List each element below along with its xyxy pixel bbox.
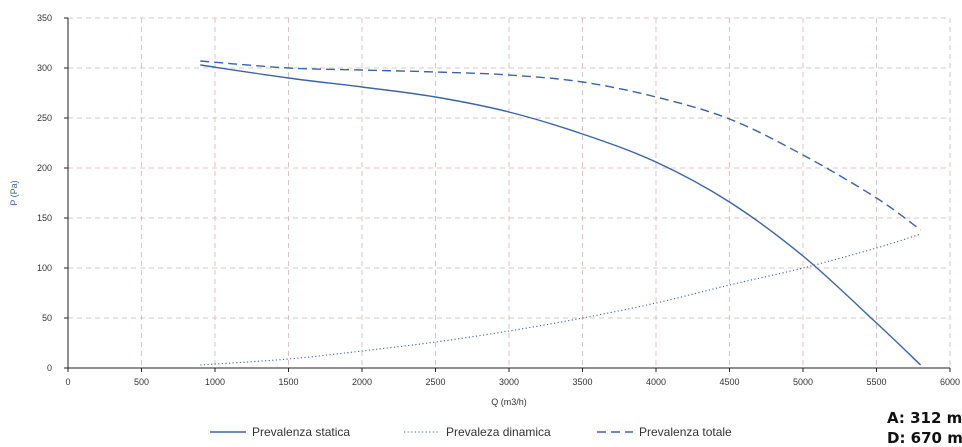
x-axis-title: Q (m3/h) <box>491 397 527 407</box>
x-tick-label: 2000 <box>352 377 372 387</box>
legend-label-0: Prevalenza statica <box>252 425 350 439</box>
series-line-2 <box>200 60 922 231</box>
corner-note-a: A: 312 m <box>887 409 962 427</box>
series-lines <box>200 60 922 366</box>
y-tick-label: 200 <box>37 163 52 173</box>
x-tick-label: 5000 <box>793 377 813 387</box>
x-tick-label: 1000 <box>205 377 225 387</box>
x-tick-label: 1500 <box>278 377 298 387</box>
corner-note-d: D: 670 m <box>887 429 962 447</box>
y-tick-label: 150 <box>37 213 52 223</box>
y-tick-label: 350 <box>37 13 52 23</box>
y-tick-label: 250 <box>37 113 52 123</box>
x-tick-label: 3500 <box>572 377 592 387</box>
y-tick-label: 50 <box>42 313 52 323</box>
x-tick-label: 3000 <box>499 377 519 387</box>
x-tick-labels: 0 500 1000 1500 2000 2500 3000 3500 4000 4500 5000… <box>65 377 960 387</box>
axes <box>64 17 951 372</box>
y-tick-label: 100 <box>37 263 52 273</box>
x-tick-label: 4500 <box>719 377 739 387</box>
x-tick-label: 500 <box>134 377 149 387</box>
y-tick-label: 300 <box>37 63 52 73</box>
x-tick-label: 0 <box>65 377 70 387</box>
series-line-0 <box>200 64 922 366</box>
x-tick-label: 6000 <box>940 377 960 387</box>
x-tick-label: 5500 <box>866 377 886 387</box>
y-axis-title: P (Pa) <box>9 180 19 205</box>
legend-label-1: Prevaleza dinamica <box>446 425 551 439</box>
legend-label-2: Prevalenza totale <box>639 425 732 439</box>
legend: Prevalenza statica Prevaleza dinamica Prev… <box>210 425 732 439</box>
x-tick-label: 2500 <box>425 377 445 387</box>
grid <box>68 17 951 368</box>
series-line-1 <box>200 233 921 366</box>
x-tick-label: 4000 <box>646 377 666 387</box>
y-tick-label: 0 <box>47 363 52 373</box>
y-tick-labels: 0 50 100 150 200 250 300 350 <box>37 13 52 373</box>
